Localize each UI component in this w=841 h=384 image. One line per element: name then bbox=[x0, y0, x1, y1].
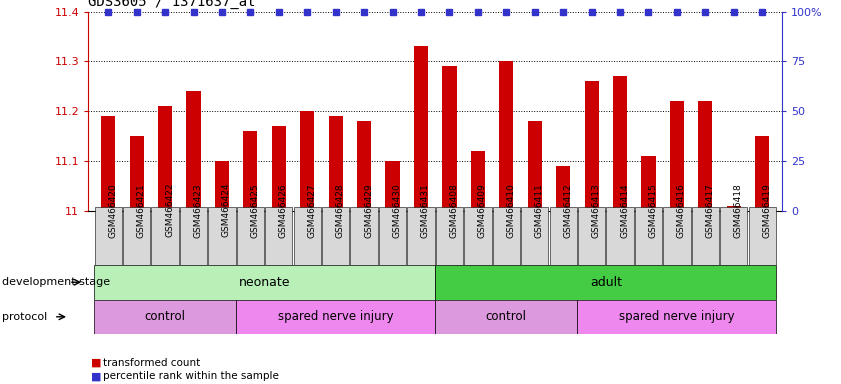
Text: GSM466414: GSM466414 bbox=[620, 183, 629, 238]
Text: GSM466430: GSM466430 bbox=[393, 183, 401, 238]
Bar bbox=[414, 46, 428, 211]
Text: percentile rank within the sample: percentile rank within the sample bbox=[103, 371, 278, 381]
Text: GSM466408: GSM466408 bbox=[449, 183, 458, 238]
Text: GSM466419: GSM466419 bbox=[762, 183, 771, 238]
FancyBboxPatch shape bbox=[578, 300, 776, 334]
Text: spared nerve injury: spared nerve injury bbox=[619, 310, 735, 323]
Text: GSM466425: GSM466425 bbox=[251, 183, 259, 238]
Text: GSM466431: GSM466431 bbox=[421, 183, 430, 238]
Bar bbox=[158, 106, 172, 211]
FancyBboxPatch shape bbox=[94, 300, 236, 334]
Text: GSM466426: GSM466426 bbox=[279, 183, 288, 238]
Text: GSM466427: GSM466427 bbox=[307, 183, 316, 238]
FancyBboxPatch shape bbox=[94, 207, 122, 265]
Text: GSM466428: GSM466428 bbox=[336, 183, 345, 238]
FancyBboxPatch shape bbox=[407, 207, 435, 265]
Text: GSM466415: GSM466415 bbox=[648, 183, 658, 238]
FancyBboxPatch shape bbox=[379, 207, 406, 265]
Text: GSM466418: GSM466418 bbox=[734, 183, 743, 238]
Text: GSM466413: GSM466413 bbox=[591, 183, 600, 238]
Text: adult: adult bbox=[590, 276, 621, 289]
Bar bbox=[357, 121, 371, 211]
Text: neonate: neonate bbox=[239, 276, 290, 289]
FancyBboxPatch shape bbox=[209, 207, 235, 265]
FancyBboxPatch shape bbox=[322, 207, 349, 265]
Bar bbox=[187, 91, 201, 211]
Bar bbox=[300, 111, 315, 211]
Text: GSM466412: GSM466412 bbox=[563, 183, 572, 238]
FancyBboxPatch shape bbox=[664, 207, 690, 265]
Bar bbox=[214, 161, 229, 211]
Bar bbox=[101, 116, 115, 211]
FancyBboxPatch shape bbox=[351, 207, 378, 265]
FancyBboxPatch shape bbox=[521, 207, 548, 265]
Text: GSM466424: GSM466424 bbox=[222, 183, 231, 237]
FancyBboxPatch shape bbox=[180, 207, 207, 265]
FancyBboxPatch shape bbox=[236, 207, 264, 265]
Bar bbox=[471, 151, 485, 211]
FancyBboxPatch shape bbox=[265, 207, 293, 265]
Text: GSM466423: GSM466423 bbox=[193, 183, 203, 238]
Bar bbox=[613, 76, 627, 211]
FancyBboxPatch shape bbox=[748, 207, 776, 265]
Bar bbox=[642, 156, 656, 211]
Bar bbox=[442, 66, 457, 211]
Text: control: control bbox=[145, 310, 186, 323]
Bar bbox=[272, 126, 286, 211]
Text: GSM466411: GSM466411 bbox=[535, 183, 544, 238]
FancyBboxPatch shape bbox=[493, 207, 520, 265]
Text: GSM466422: GSM466422 bbox=[165, 183, 174, 237]
FancyBboxPatch shape bbox=[436, 265, 776, 300]
Bar bbox=[385, 161, 399, 211]
Bar bbox=[669, 101, 684, 211]
Bar bbox=[727, 206, 741, 211]
FancyBboxPatch shape bbox=[436, 207, 463, 265]
Text: transformed count: transformed count bbox=[103, 358, 200, 368]
FancyBboxPatch shape bbox=[578, 207, 606, 265]
FancyBboxPatch shape bbox=[94, 265, 436, 300]
Text: control: control bbox=[486, 310, 526, 323]
Text: GSM466410: GSM466410 bbox=[506, 183, 516, 238]
FancyBboxPatch shape bbox=[436, 300, 578, 334]
Bar bbox=[130, 136, 144, 211]
Text: GSM466409: GSM466409 bbox=[478, 183, 487, 238]
Text: ■: ■ bbox=[91, 358, 101, 368]
Text: GSM466417: GSM466417 bbox=[706, 183, 714, 238]
Bar bbox=[755, 136, 770, 211]
FancyBboxPatch shape bbox=[464, 207, 491, 265]
Text: GSM466421: GSM466421 bbox=[136, 183, 145, 238]
Bar bbox=[500, 61, 513, 211]
Bar bbox=[698, 101, 712, 211]
Text: GSM466420: GSM466420 bbox=[108, 183, 117, 238]
FancyBboxPatch shape bbox=[606, 207, 634, 265]
Text: GSM466416: GSM466416 bbox=[677, 183, 686, 238]
Text: spared nerve injury: spared nerve injury bbox=[278, 310, 394, 323]
Bar bbox=[584, 81, 599, 211]
FancyBboxPatch shape bbox=[691, 207, 719, 265]
FancyBboxPatch shape bbox=[294, 207, 321, 265]
Text: GSM466429: GSM466429 bbox=[364, 183, 373, 238]
FancyBboxPatch shape bbox=[720, 207, 748, 265]
FancyBboxPatch shape bbox=[236, 300, 436, 334]
Bar bbox=[556, 166, 570, 211]
Text: protocol: protocol bbox=[2, 312, 47, 322]
Bar bbox=[329, 116, 343, 211]
Text: ■: ■ bbox=[91, 371, 101, 381]
FancyBboxPatch shape bbox=[151, 207, 179, 265]
FancyBboxPatch shape bbox=[123, 207, 151, 265]
Text: GDS3605 / 1371637_at: GDS3605 / 1371637_at bbox=[88, 0, 256, 9]
FancyBboxPatch shape bbox=[549, 207, 577, 265]
Bar bbox=[243, 131, 257, 211]
Text: development stage: development stage bbox=[2, 277, 110, 287]
FancyBboxPatch shape bbox=[635, 207, 662, 265]
Bar bbox=[527, 121, 542, 211]
